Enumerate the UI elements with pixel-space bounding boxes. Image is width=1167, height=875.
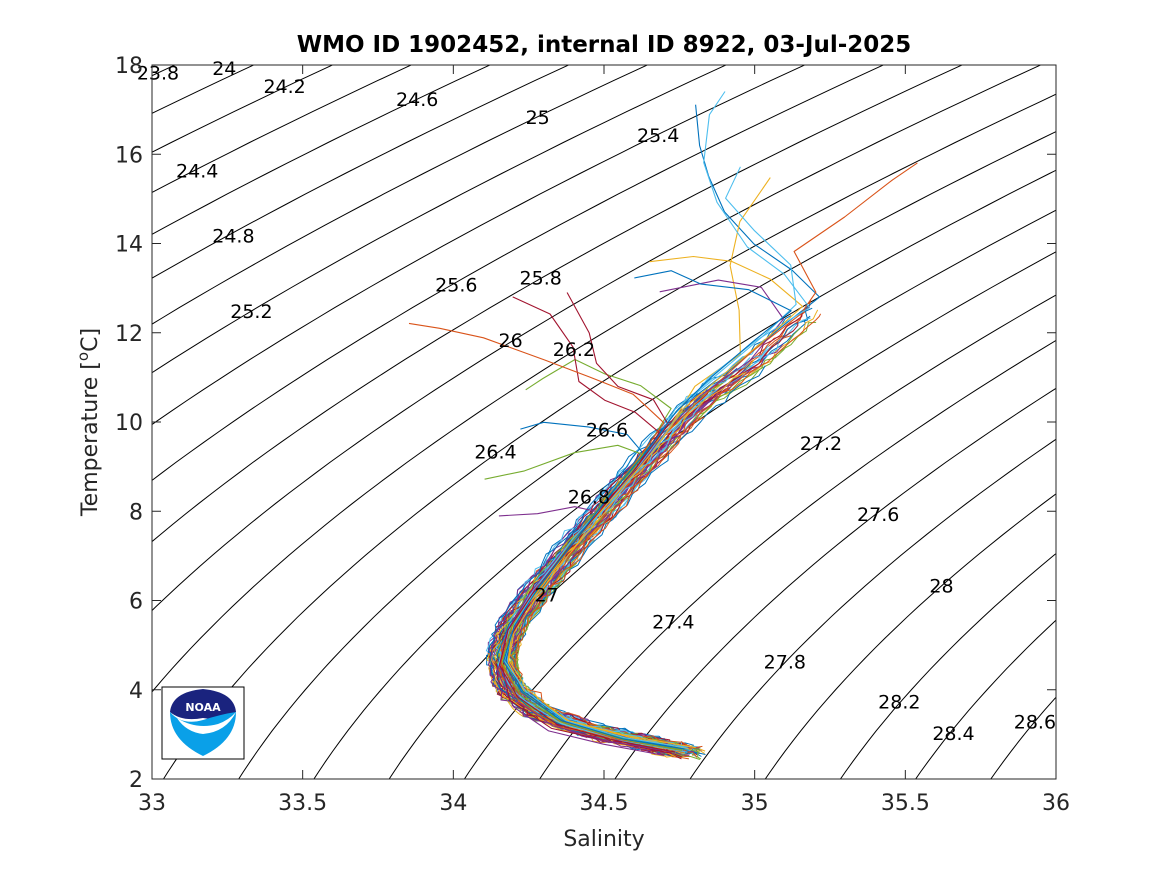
isopycnal-line bbox=[839, 552, 1056, 779]
isopycnal-line bbox=[764, 493, 1056, 779]
contour-label: 28.2 bbox=[878, 692, 920, 714]
x-axis-label: Salinity bbox=[563, 827, 644, 852]
isopycnal-line bbox=[162, 131, 1056, 779]
contour-label: 24.8 bbox=[212, 225, 254, 247]
isopycnal-line bbox=[152, 65, 1042, 612]
y-tick-label: 10 bbox=[115, 411, 143, 436]
x-tick-label: 34 bbox=[439, 791, 467, 816]
isopycnal-line bbox=[0, 0, 86, 824]
isopycnal-line bbox=[152, 65, 806, 426]
contour-label: 28.6 bbox=[1014, 712, 1056, 734]
isopycnal-line bbox=[1112, 0, 1167, 824]
profile-line bbox=[507, 255, 804, 751]
contour-label: 26.4 bbox=[474, 442, 516, 464]
isopycnal-line bbox=[463, 294, 1056, 779]
profile-line bbox=[487, 586, 675, 755]
isopycnal-line bbox=[388, 251, 1056, 779]
x-tick-label: 33 bbox=[138, 791, 166, 816]
plot-area bbox=[152, 65, 1056, 779]
x-tick-label: 34.5 bbox=[580, 791, 629, 816]
contour-label: 23.8 bbox=[137, 62, 179, 84]
chart-title: WMO ID 1902452, internal ID 8922, 03-Jul… bbox=[297, 32, 912, 58]
y-tick-label: 4 bbox=[129, 679, 143, 704]
x-tick-label: 33.5 bbox=[278, 791, 327, 816]
contour-label: 26 bbox=[499, 330, 523, 352]
density-contour-labels: 23.8 24 24.2 24.4 24.6 24.8 25 25.2 25.4 25.6 25.8… bbox=[137, 58, 1056, 745]
isopycnal-line bbox=[152, 65, 413, 193]
ts-profiles bbox=[408, 91, 918, 760]
y-tick-label: 2 bbox=[129, 768, 143, 793]
contour-label: 27 bbox=[535, 585, 559, 607]
contour-label: 27.8 bbox=[764, 652, 806, 674]
y-axis-label: Temperature [oC] bbox=[74, 328, 103, 517]
isopycnal-line bbox=[152, 65, 570, 279]
y-tick-label: 6 bbox=[129, 590, 143, 615]
contour-label: 25.4 bbox=[637, 125, 679, 147]
isopycnal-line bbox=[152, 65, 492, 235]
isopycnal-line bbox=[152, 65, 334, 153]
density-contours bbox=[0, 0, 1167, 824]
contour-label: 26.6 bbox=[586, 419, 628, 441]
contour-label: 25.2 bbox=[230, 301, 272, 323]
contour-label: 25 bbox=[526, 107, 550, 129]
profile-line bbox=[514, 313, 822, 749]
profile-line bbox=[510, 416, 705, 758]
isopycnal-line bbox=[152, 65, 964, 543]
contour-label: 27.4 bbox=[652, 611, 694, 633]
contour-label: 27.2 bbox=[800, 433, 842, 455]
contour-label: 28.4 bbox=[932, 723, 974, 745]
y-tick-label: 12 bbox=[115, 322, 143, 347]
isopycnal-line bbox=[152, 65, 885, 481]
contour-label: 26.8 bbox=[568, 486, 610, 508]
x-tick-label: 36 bbox=[1042, 791, 1070, 816]
y-tick-label: 14 bbox=[115, 233, 143, 258]
isopycnal-line bbox=[689, 438, 1056, 779]
x-tick-label: 35 bbox=[741, 791, 769, 816]
noaa-logo-text: NOAA bbox=[185, 701, 221, 714]
isopycnal-line bbox=[313, 209, 1056, 779]
profile-line bbox=[503, 270, 792, 750]
isopycnal-line bbox=[539, 339, 1056, 779]
y-tick-label: 18 bbox=[115, 54, 143, 79]
isopycnal-line bbox=[0, 0, 7, 824]
isopycnal-line bbox=[915, 619, 1056, 779]
contour-label: 25.8 bbox=[520, 268, 562, 290]
contour-label: 24.2 bbox=[263, 76, 305, 98]
noaa-logo: NOAA bbox=[161, 686, 245, 760]
profile-line bbox=[498, 506, 671, 752]
isopycnal-line bbox=[152, 65, 649, 325]
contour-label: 27.6 bbox=[857, 504, 899, 526]
isopycnal-line bbox=[614, 387, 1056, 779]
profile-line bbox=[496, 104, 821, 751]
isopycnal-line bbox=[152, 93, 1056, 693]
contour-label: 24.4 bbox=[176, 161, 218, 183]
x-tick-label: 35.5 bbox=[881, 791, 930, 816]
isopycnal-line bbox=[238, 169, 1056, 779]
contour-label: 24 bbox=[212, 58, 236, 80]
y-tick-label: 16 bbox=[115, 143, 143, 168]
contour-label: 24.6 bbox=[396, 89, 438, 111]
contour-label: 26.2 bbox=[553, 339, 595, 361]
contour-label: 25.6 bbox=[435, 274, 477, 296]
y-tick-label: 8 bbox=[129, 500, 143, 525]
contour-label: 28 bbox=[929, 576, 953, 598]
isopycnal-line bbox=[1037, 0, 1167, 824]
isopycnal-line bbox=[152, 65, 728, 374]
